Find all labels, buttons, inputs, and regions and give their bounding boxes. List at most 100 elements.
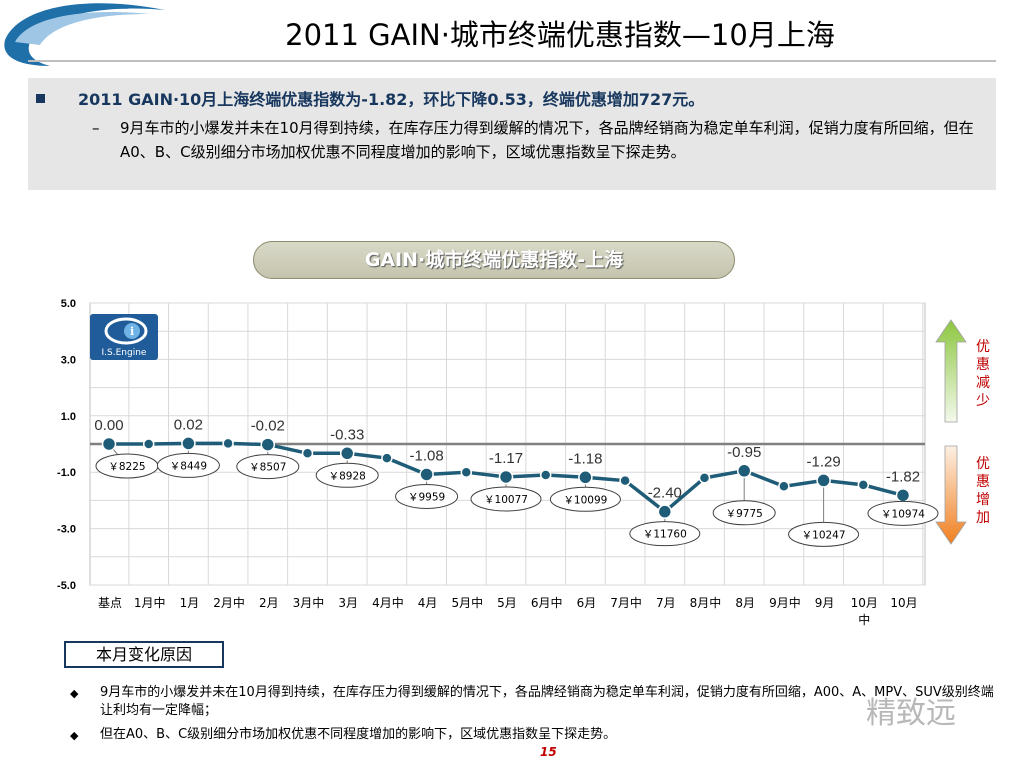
x-tick-label: 5月 xyxy=(497,596,517,610)
data-point-minor xyxy=(460,466,473,478)
data-point-minor xyxy=(619,474,631,487)
logo-mark-icon: i xyxy=(104,317,148,345)
diamond-bullet-icon: ◆ xyxy=(70,687,79,700)
y-tick-label: 5.0 xyxy=(61,298,76,310)
reasons-heading: 本月变化原因 xyxy=(64,641,224,668)
x-tick-label: 5月中 xyxy=(451,595,483,610)
price-callout-label: ￥8225 xyxy=(108,461,145,473)
data-point-major xyxy=(816,473,831,488)
page-number: 15 xyxy=(540,745,557,759)
x-tick-label: 3月 xyxy=(338,596,358,610)
x-tick-label: 10月 xyxy=(890,596,917,610)
data-point-major xyxy=(657,504,673,519)
price-callout-label: ￥10974 xyxy=(881,508,925,520)
chart-title: GAIN·城市终端优惠指数-上海 xyxy=(253,241,735,279)
x-tick-label: 7月中 xyxy=(610,595,642,610)
data-point-major xyxy=(895,488,911,503)
data-value-label: 0.00 xyxy=(94,417,123,434)
watermark: 精致远 xyxy=(866,696,956,731)
reasons-list: ◆ 9月车市的小爆发并未在10月得到持续，在库存压力得到缓解的情况下，各品牌经销… xyxy=(70,684,1000,750)
legend-down-label: 优惠增加 xyxy=(976,456,990,526)
y-tick-label: 3.0 xyxy=(61,354,76,366)
data-point-minor xyxy=(222,437,234,450)
data-point-major xyxy=(736,463,752,479)
x-tick-label: 6月中 xyxy=(531,595,563,610)
data-point-minor xyxy=(142,438,155,450)
x-tick-label: 10月 xyxy=(851,596,878,610)
logo-text: I.S.Engine xyxy=(101,348,147,358)
x-tick-label: 基点 xyxy=(98,596,122,610)
price-callout-label: ￥9775 xyxy=(726,508,763,520)
data-point-major xyxy=(181,436,196,451)
data-value-label: -1.29 xyxy=(806,453,840,470)
arrow-up-icon xyxy=(935,319,967,423)
x-tick-label: 8月 xyxy=(735,596,755,610)
x-tick-label: 2月中 xyxy=(213,595,245,610)
summary-detail: 9月车市的小爆发并未在10月得到持续，在库存压力得到缓解的情况下，各品牌经销商为… xyxy=(120,119,974,161)
summary-dash: – xyxy=(92,119,100,137)
price-callout-bubble xyxy=(156,452,220,478)
reason-text: 9月车市的小爆发并未在10月得到持续，在库存压力得到缓解的情况下，各品牌经销商为… xyxy=(100,685,994,718)
reason-text: 但在A0、B、C级别细分市场加权优惠不同程度增加的影响下，区域优惠指数呈下探走势… xyxy=(100,727,617,742)
x-tick-label: 3月中 xyxy=(293,595,325,610)
price-callout-bubble xyxy=(788,521,860,547)
header-divider xyxy=(28,60,996,62)
price-callout-bubble xyxy=(315,462,379,488)
x-tick-label: 1月 xyxy=(180,596,200,610)
data-value-label: -1.17 xyxy=(489,450,523,467)
price-callout-label: ￥11760 xyxy=(643,529,687,541)
price-callout-bubble xyxy=(236,454,300,480)
price-callout-label: ￥9959 xyxy=(408,491,445,503)
x-tick-label: 2月 xyxy=(259,596,279,610)
data-value-label: -1.08 xyxy=(409,447,443,464)
price-callout-label: ￥8449 xyxy=(170,460,207,472)
data-point-major xyxy=(578,470,593,485)
data-point-minor xyxy=(778,480,790,493)
x-tick-label: 1月中 xyxy=(134,595,166,610)
price-callout-bubble xyxy=(629,521,701,547)
data-point-minor xyxy=(539,469,552,481)
svg-text:i: i xyxy=(130,325,134,338)
diamond-bullet-icon: ◆ xyxy=(70,729,79,742)
summary-headline: 2011 GAIN·10月上海终端优惠指数为-1.82，环比下降0.53，终端优… xyxy=(78,90,705,109)
data-point-minor xyxy=(698,472,711,484)
data-point-major xyxy=(101,436,117,452)
x-tick-label: 6月 xyxy=(577,596,597,610)
brand-swoosh xyxy=(4,3,166,66)
y-tick-label: 1.0 xyxy=(61,411,76,423)
price-callout-bubble xyxy=(867,500,939,526)
price-callout-label: ￥10099 xyxy=(563,494,607,506)
data-point-minor xyxy=(381,452,393,464)
data-value-label: -0.02 xyxy=(251,418,285,435)
reason-item: ◆ 但在A0、B、C级别细分市场加权优惠不同程度增加的影响下，区域优惠指数呈下探… xyxy=(70,726,1000,744)
data-value-label: -1.82 xyxy=(886,468,920,485)
data-value-label: -0.33 xyxy=(330,426,364,443)
x-tick-label: 9月中 xyxy=(769,595,801,610)
data-value-label: -1.18 xyxy=(568,450,602,467)
summary-bullet xyxy=(36,94,45,103)
data-value-label: -0.95 xyxy=(727,444,761,461)
x-tick-label: 4月 xyxy=(418,596,438,610)
price-callout-bubble xyxy=(395,483,459,509)
price-callout-label: ￥10247 xyxy=(802,529,846,541)
reason-item: ◆ 9月车市的小爆发并未在10月得到持续，在库存压力得到缓解的情况下，各品牌经销… xyxy=(70,684,1000,720)
y-tick-label: -5.0 xyxy=(57,580,76,592)
data-point-major xyxy=(339,446,355,461)
data-point-minor xyxy=(301,447,314,460)
summary-panel xyxy=(28,78,996,190)
line-chart: 5.0 3.0 1.0 -1.0 -3.0 -5.0 基点 1月中 1月 2月中 2月 3月中 3月 4月… xyxy=(57,298,939,627)
price-callout-bubble xyxy=(549,486,621,512)
data-point-minor xyxy=(857,479,870,491)
x-tick-label: 中 xyxy=(858,612,870,627)
data-point-major xyxy=(419,467,434,482)
x-tick-label: 9月 xyxy=(815,596,835,610)
y-tick-label: -3.0 xyxy=(57,524,76,536)
data-value-label: -2.40 xyxy=(648,485,682,502)
price-callout-label: ￥8928 xyxy=(329,470,366,482)
price-callout-bubble xyxy=(470,486,542,512)
arrow-down-icon xyxy=(935,445,967,545)
data-point-major xyxy=(260,437,276,452)
isengine-logo: i I.S.Engine xyxy=(90,314,158,360)
y-tick-label: -1.0 xyxy=(57,467,76,479)
price-callout-bubble xyxy=(712,500,776,526)
